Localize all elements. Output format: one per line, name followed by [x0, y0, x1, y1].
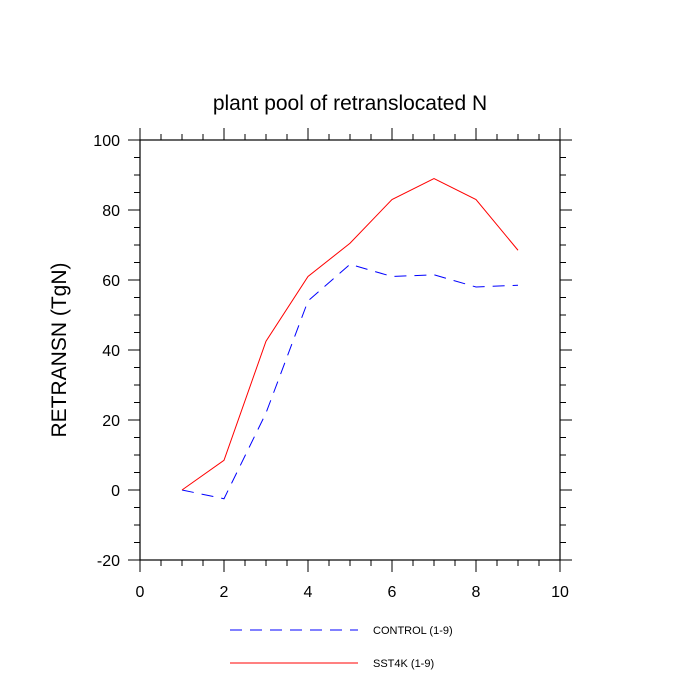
legend: CONTROL (1-9) SST4K (1-9): [230, 625, 453, 670]
y-axis-label: RETRANSN (TgN): [48, 262, 71, 437]
series-lines: [181, 177, 519, 500]
y-tick-label: 40: [102, 343, 120, 360]
x-tick-label: 6: [388, 584, 397, 601]
y-tick-label: 100: [93, 133, 120, 150]
y-tick-label: 0: [111, 483, 120, 500]
y-tick-label: 80: [102, 203, 120, 220]
y-tick-label: 60: [102, 273, 120, 290]
plot-area: [139, 139, 561, 561]
legend-label: SST4K (1-9): [373, 658, 434, 670]
y-tick-label: 20: [102, 413, 120, 430]
x-tick-label: 8: [472, 584, 481, 601]
x-tick-label: 4: [304, 584, 313, 601]
y-tick-label: -20: [97, 553, 120, 570]
x-tick-label: 2: [220, 584, 229, 601]
axis-ticks: 0 2 4 6 8 10 -20 0 20 40 60 80 100: [93, 128, 572, 601]
x-tick-label: 0: [136, 584, 145, 601]
series-line-control: [181, 263, 519, 500]
legend-label: CONTROL (1-9): [373, 625, 453, 637]
x-tick-label: 10: [551, 584, 569, 601]
plot-frame: [139, 139, 561, 561]
series-line-sst4k: [181, 177, 519, 491]
chart-title: plant pool of retranslocated N: [213, 92, 487, 115]
